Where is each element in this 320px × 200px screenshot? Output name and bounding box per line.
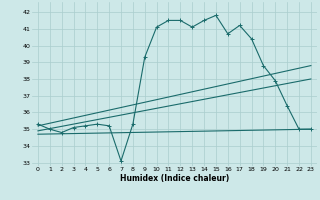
X-axis label: Humidex (Indice chaleur): Humidex (Indice chaleur) [120,174,229,183]
